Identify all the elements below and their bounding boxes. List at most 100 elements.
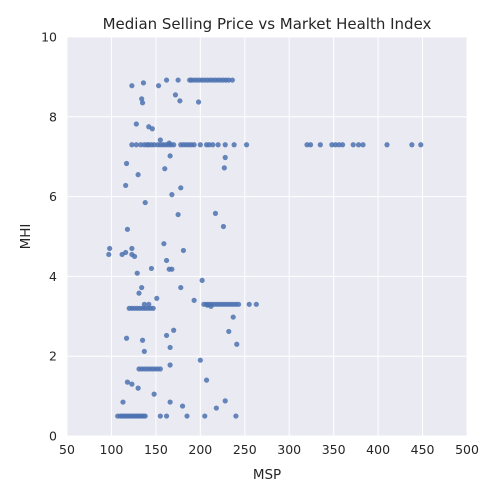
x-axis-label: MSP xyxy=(253,467,281,483)
data-point xyxy=(206,142,212,148)
data-point xyxy=(215,142,221,148)
data-point xyxy=(339,142,346,148)
data-point xyxy=(167,153,173,159)
data-point xyxy=(141,301,147,307)
data-point xyxy=(304,142,310,148)
data-point xyxy=(151,142,157,148)
data-point xyxy=(157,137,163,143)
data-point xyxy=(195,99,202,105)
data-point xyxy=(180,247,187,254)
data-point xyxy=(172,92,179,98)
data-point xyxy=(133,142,139,148)
data-point xyxy=(129,245,135,252)
data-point xyxy=(129,381,135,387)
data-point xyxy=(175,211,181,218)
data-point xyxy=(235,301,242,307)
data-point xyxy=(139,284,145,291)
data-point xyxy=(317,142,323,148)
data-point xyxy=(197,357,203,363)
data-point xyxy=(243,142,250,148)
data-point xyxy=(155,83,162,89)
data-point xyxy=(120,399,126,405)
x-tick-label: 400 xyxy=(366,442,390,457)
data-point xyxy=(199,277,205,283)
data-point xyxy=(151,391,157,397)
data-point xyxy=(157,413,163,419)
data-point xyxy=(123,335,130,341)
data-point xyxy=(384,142,390,148)
data-point xyxy=(131,253,138,260)
data-point xyxy=(124,379,131,385)
data-point xyxy=(203,377,210,383)
data-point xyxy=(226,328,232,335)
data-point xyxy=(136,290,142,296)
x-tick-label: 450 xyxy=(411,442,435,457)
data-point xyxy=(184,413,190,419)
x-tick-label: 300 xyxy=(277,442,301,457)
y-tick-label: 4 xyxy=(49,269,57,284)
data-point xyxy=(204,302,211,308)
y-axis-label: MHI xyxy=(18,224,34,250)
data-point xyxy=(157,366,163,372)
data-point xyxy=(138,142,144,148)
grid-layer xyxy=(66,36,468,437)
data-point xyxy=(154,295,160,301)
x-tick-label: 250 xyxy=(233,442,257,457)
data-point xyxy=(179,403,186,409)
data-point xyxy=(210,142,216,148)
data-point xyxy=(360,142,366,148)
y-tick-label: 6 xyxy=(49,189,57,204)
data-point xyxy=(336,142,342,148)
data-point xyxy=(142,413,148,419)
data-point xyxy=(163,257,170,264)
data-point xyxy=(171,327,177,333)
data-point xyxy=(141,348,147,355)
data-point xyxy=(222,142,228,148)
data-point xyxy=(197,142,203,148)
data-point xyxy=(142,199,148,206)
data-point xyxy=(233,413,239,419)
data-point xyxy=(167,399,173,405)
y-tick-label: 10 xyxy=(41,30,57,45)
data-point xyxy=(106,251,112,258)
data-point xyxy=(163,332,170,339)
data-point xyxy=(226,77,232,83)
points-layer xyxy=(106,77,424,419)
data-point xyxy=(178,185,184,191)
data-point xyxy=(418,142,424,148)
data-point xyxy=(139,96,145,102)
data-point xyxy=(234,341,240,347)
x-tick-label: 500 xyxy=(455,442,479,457)
data-point xyxy=(329,142,335,148)
data-point xyxy=(135,172,141,178)
data-point xyxy=(123,249,129,256)
data-point xyxy=(169,192,175,198)
data-point xyxy=(332,142,339,148)
x-tick-label: 150 xyxy=(144,442,168,457)
data-point xyxy=(212,210,219,216)
data-point xyxy=(123,182,129,189)
data-point xyxy=(191,297,197,303)
data-point xyxy=(202,413,208,419)
data-point xyxy=(230,314,236,320)
data-point xyxy=(134,270,140,276)
data-point xyxy=(140,80,147,86)
y-tick-label: 2 xyxy=(49,349,57,364)
data-point xyxy=(139,100,146,106)
data-point xyxy=(409,142,415,148)
data-point xyxy=(163,413,170,419)
data-point xyxy=(149,126,155,132)
x-tick-label: 200 xyxy=(188,442,212,457)
data-point xyxy=(146,301,152,307)
data-point xyxy=(135,385,141,391)
data-point xyxy=(129,83,135,89)
data-point xyxy=(246,301,252,307)
data-point xyxy=(253,301,259,307)
data-point xyxy=(169,266,175,272)
data-point xyxy=(355,142,362,148)
data-point xyxy=(167,362,173,368)
data-point xyxy=(171,142,177,148)
data-point xyxy=(150,305,156,311)
